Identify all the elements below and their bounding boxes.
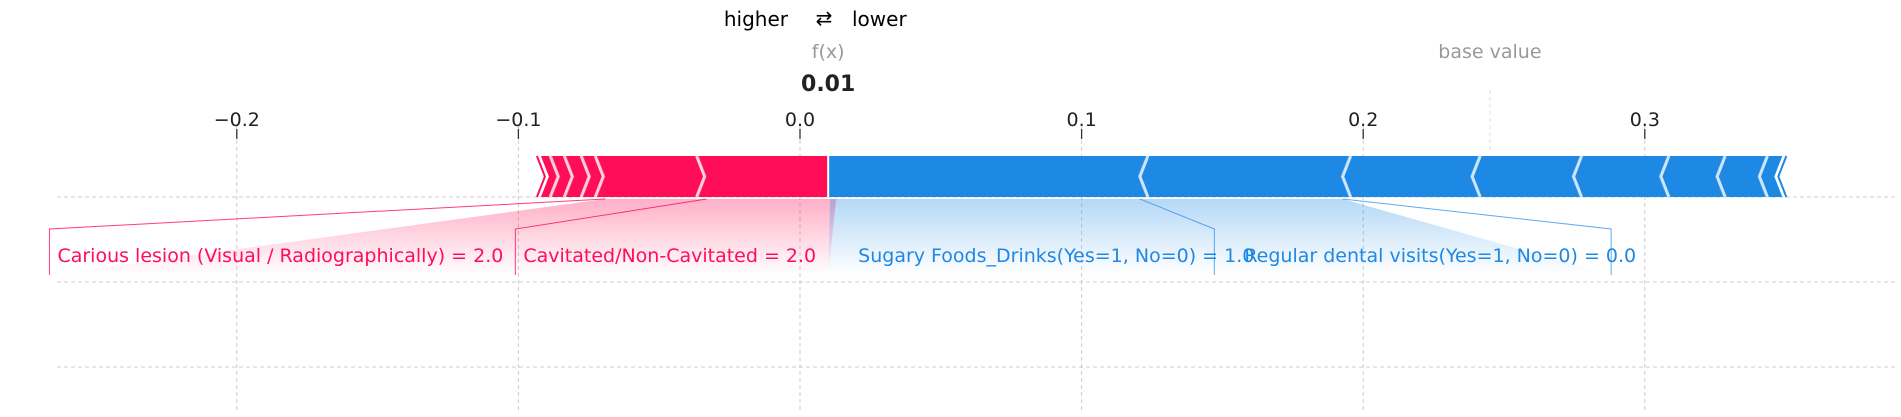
negative-connector xyxy=(828,199,1215,275)
positive-segment xyxy=(597,156,707,197)
positive-bar xyxy=(535,155,837,198)
legend: higher ⇄ lower xyxy=(724,6,908,31)
tick-label: −0.1 xyxy=(495,109,541,131)
positive-segment xyxy=(698,156,837,197)
negative-segment xyxy=(828,156,1146,197)
negative-segment xyxy=(1571,156,1667,197)
negative-separator xyxy=(1757,155,1769,198)
feature-label: Carious lesion (Visual / Radiographicall… xyxy=(57,245,503,267)
connector-polygons xyxy=(48,198,1612,275)
axis-ticks: −0.2 −0.1 0.0 0.1 0.2 0.3 xyxy=(214,109,1660,139)
feature-label: Regular dental visits(Yes=1, No=0) = 0.0 xyxy=(1244,245,1636,267)
negative-segment xyxy=(1470,156,1580,197)
positive-separator xyxy=(579,155,591,198)
negative-cap xyxy=(1777,155,1788,198)
feature-label: Sugary Foods_Drinks(Yes=1, No=0) = 1.0 xyxy=(858,245,1254,267)
positive-cap xyxy=(535,155,547,198)
positive-connector-line xyxy=(48,198,606,275)
negative-separator xyxy=(1341,155,1353,198)
legend-arrows-icon: ⇄ xyxy=(816,6,833,30)
negative-separator xyxy=(1138,155,1150,198)
positive-separator xyxy=(593,155,605,198)
tick-label: 0.2 xyxy=(1348,109,1378,131)
fx-label: f(x) xyxy=(812,41,845,63)
negative-segment xyxy=(1340,156,1479,197)
positive-separator xyxy=(548,155,560,198)
tick-label: 0.0 xyxy=(785,109,815,131)
base-value-label: base value xyxy=(1438,41,1541,63)
positive-separator xyxy=(695,155,707,198)
feature-label: Cavitated/Non-Cavitated = 2.0 xyxy=(523,245,816,267)
negative-separator xyxy=(1470,155,1482,198)
tick-label: 0.3 xyxy=(1630,109,1660,131)
negative-segment xyxy=(1658,156,1724,197)
negative-separator xyxy=(1659,155,1671,198)
positive-connector xyxy=(49,199,707,275)
tick-label: 0.1 xyxy=(1066,109,1096,131)
negative-connector xyxy=(1139,199,1612,275)
legend-lower: lower xyxy=(852,7,907,31)
negative-separator xyxy=(1571,155,1583,198)
negative-bar xyxy=(827,155,1788,198)
tick-label: −0.2 xyxy=(214,109,260,131)
negative-connector-line xyxy=(1342,198,1612,275)
positive-connector xyxy=(515,199,837,275)
negative-segment xyxy=(1137,156,1349,197)
negative-segment xyxy=(1715,156,1766,197)
positive-separator xyxy=(562,155,574,198)
fx-value: 0.01 xyxy=(801,72,855,97)
legend-higher: higher xyxy=(724,7,789,31)
negative-separator xyxy=(1715,155,1727,198)
feature-labels: Cavitated/Non-Cavitated = 2.0 Carious les… xyxy=(57,245,1636,267)
